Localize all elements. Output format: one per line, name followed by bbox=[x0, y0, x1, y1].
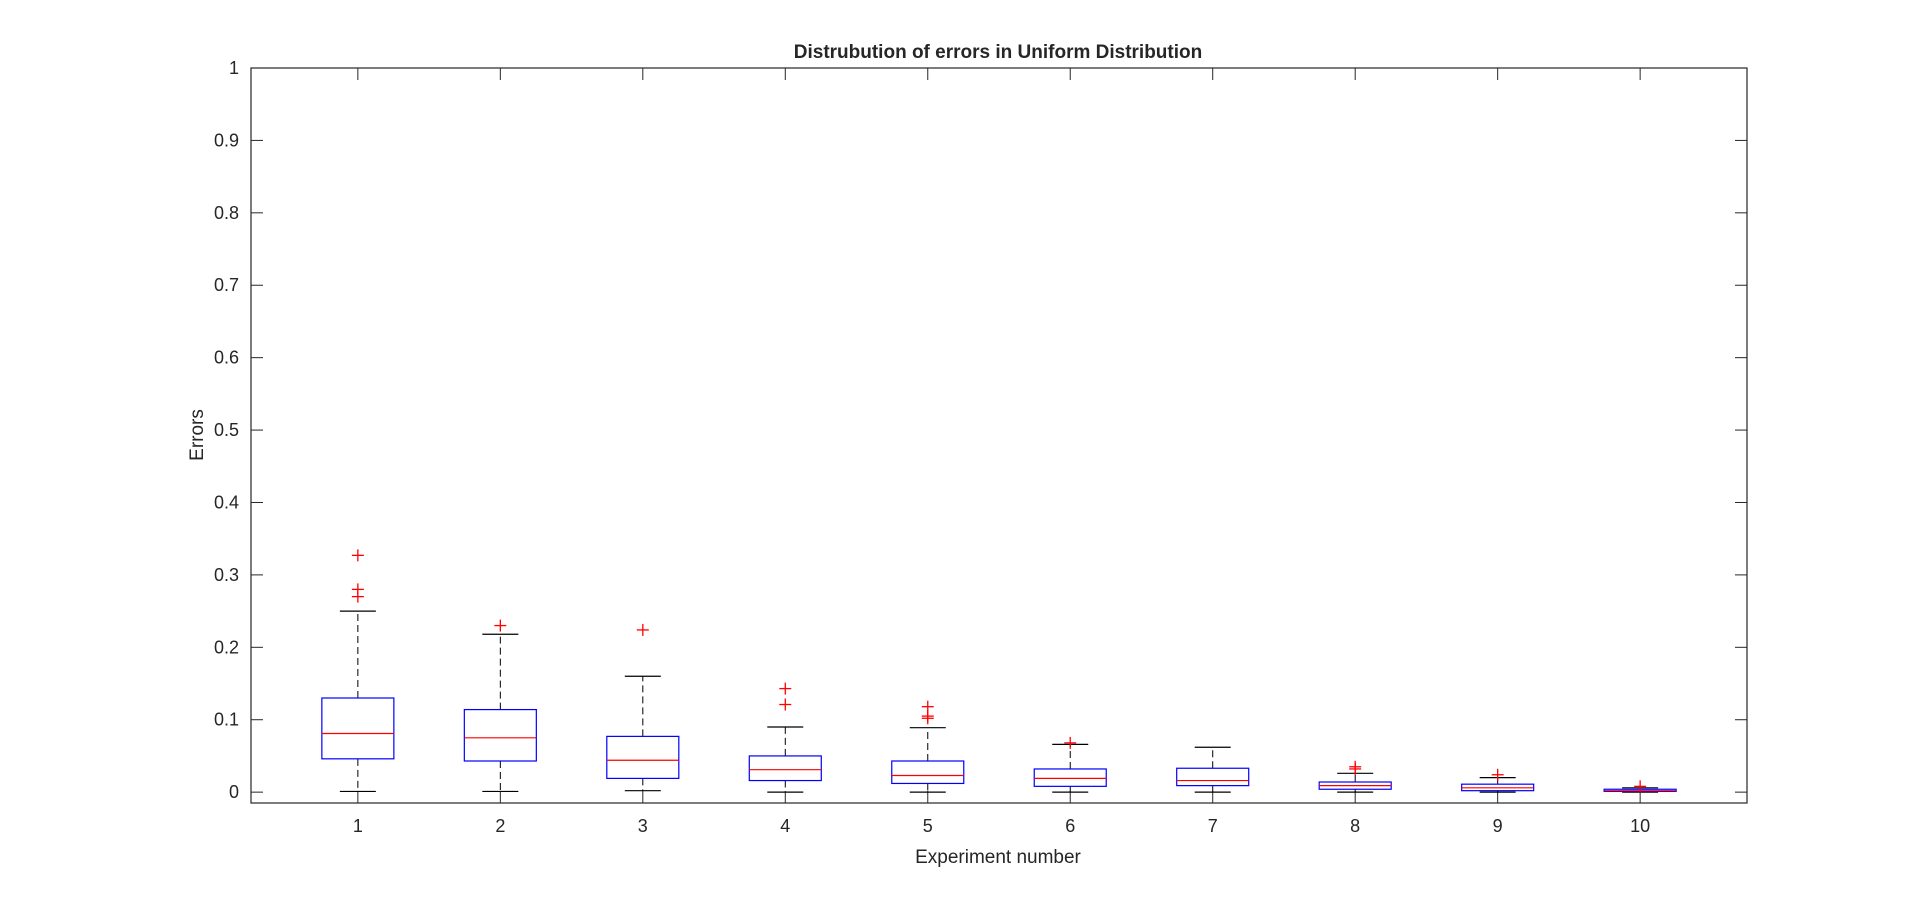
box-9 bbox=[1461, 768, 1535, 793]
outlier-marker bbox=[351, 549, 364, 562]
outlier-marker bbox=[779, 682, 792, 695]
interquartile-box bbox=[1176, 767, 1250, 787]
x-tick-label: 6 bbox=[1065, 816, 1075, 836]
outlier-marker bbox=[636, 623, 649, 636]
x-tick-label: 1 bbox=[353, 816, 363, 836]
x-tick-label: 10 bbox=[1630, 816, 1650, 836]
x-tick-label: 7 bbox=[1208, 816, 1218, 836]
x-tick-label: 5 bbox=[923, 816, 933, 836]
y-tick-label: 0.8 bbox=[214, 203, 239, 223]
y-tick-label: 0 bbox=[229, 782, 239, 802]
x-axis-label: Experiment number bbox=[915, 847, 1081, 868]
chart-title: Distrubution of errors in Uniform Distri… bbox=[794, 42, 1202, 63]
y-tick-label: 0.9 bbox=[214, 130, 239, 150]
x-tick-label: 3 bbox=[638, 816, 648, 836]
box-1 bbox=[321, 549, 395, 793]
outlier-marker bbox=[1349, 760, 1362, 773]
interquartile-box bbox=[891, 760, 965, 785]
y-tick-label: 0.6 bbox=[214, 348, 239, 368]
interquartile-box bbox=[748, 755, 822, 782]
x-tick-label: 8 bbox=[1350, 816, 1360, 836]
y-tick-label: 0.3 bbox=[214, 565, 239, 585]
y-tick-label: 1 bbox=[229, 58, 239, 78]
y-tick-label: 0.5 bbox=[214, 420, 239, 440]
interquartile-box bbox=[321, 697, 395, 760]
interquartile-box bbox=[1033, 768, 1107, 787]
y-axis-label: Errors bbox=[187, 409, 208, 461]
y-tick-label: 0.2 bbox=[214, 637, 239, 657]
y-tick-label: 0.1 bbox=[214, 710, 239, 730]
box-6 bbox=[1033, 736, 1107, 793]
box-3 bbox=[606, 623, 680, 792]
axes: 0 0.1 0.2 0.3 0.4 0.5 0.6 0.7 0.8 0.9 1 1 2 3 4 5 6 7 8 9 10 bbox=[214, 58, 1748, 836]
x-tick-label: 2 bbox=[495, 816, 505, 836]
interquartile-box bbox=[606, 735, 680, 779]
outlier-marker bbox=[351, 583, 364, 596]
box-8 bbox=[1318, 760, 1392, 793]
outlier-marker bbox=[1634, 780, 1647, 793]
outlier-marker bbox=[1064, 736, 1077, 749]
box-10 bbox=[1603, 780, 1677, 793]
outlier-marker bbox=[1491, 768, 1504, 781]
y-tick-label: 0.4 bbox=[214, 492, 239, 512]
y-tick-label: 0.7 bbox=[214, 275, 239, 295]
box-5 bbox=[891, 700, 965, 793]
outlier-marker bbox=[779, 698, 792, 711]
x-tick-label: 9 bbox=[1493, 816, 1503, 836]
plot-area-frame bbox=[250, 67, 1748, 804]
outlier-marker bbox=[921, 700, 934, 713]
box-4 bbox=[748, 682, 822, 793]
interquartile-box bbox=[463, 708, 537, 762]
box-2 bbox=[463, 619, 537, 793]
x-tick-label: 4 bbox=[780, 816, 790, 836]
box-7 bbox=[1176, 746, 1250, 793]
outlier-marker bbox=[494, 619, 507, 632]
boxes-layer bbox=[321, 549, 1677, 793]
